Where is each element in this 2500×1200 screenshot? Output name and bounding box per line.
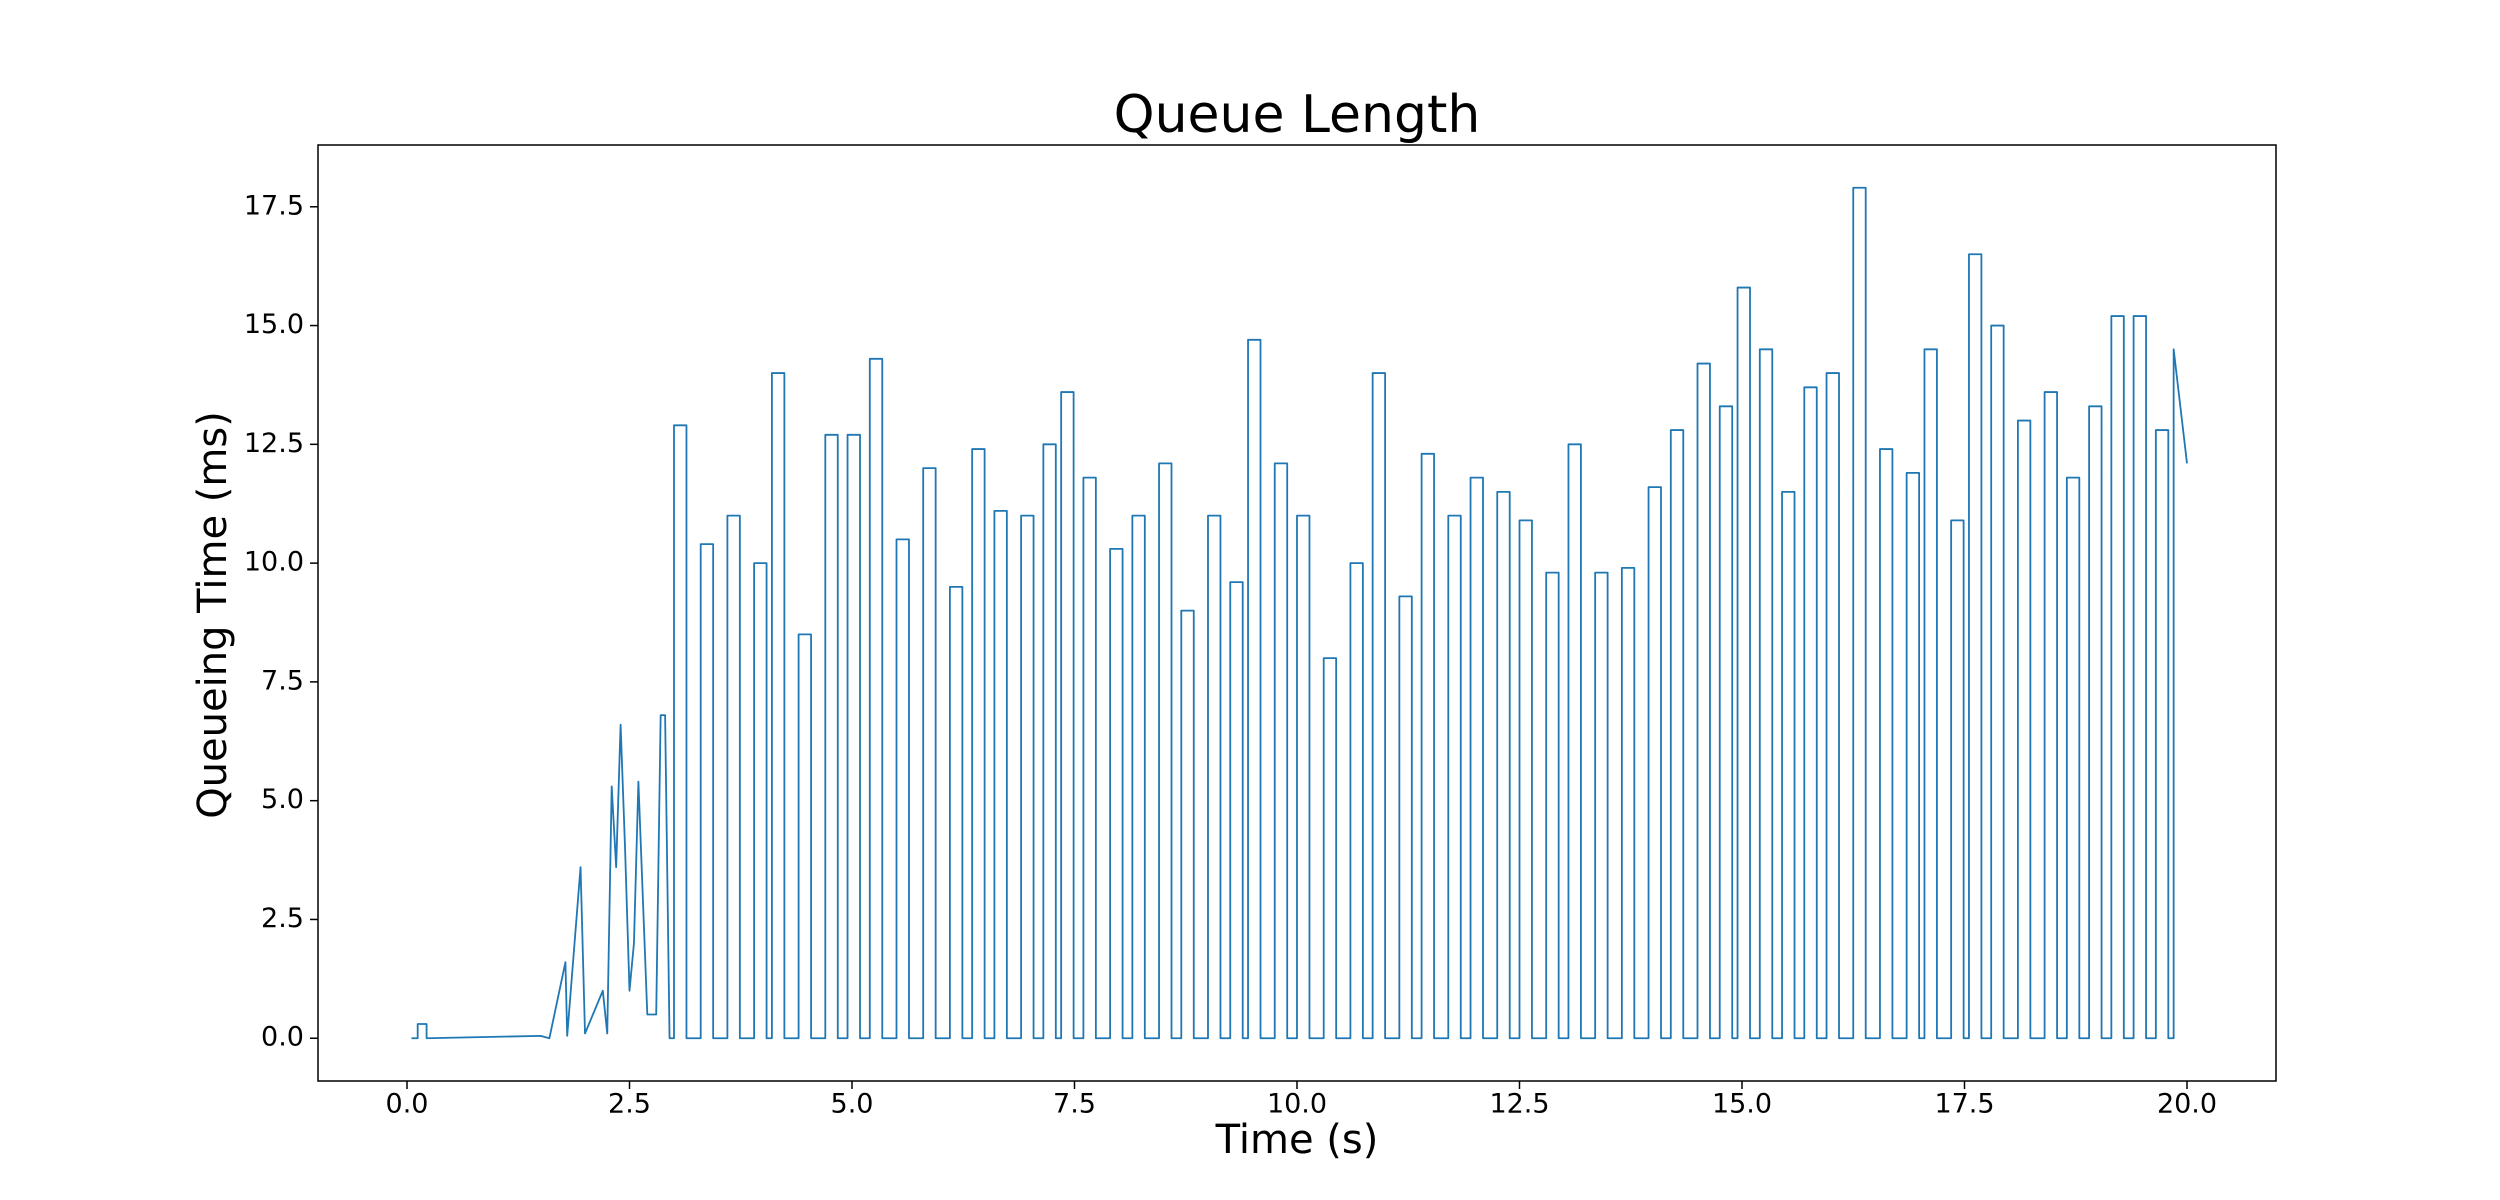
- chart-title: Queue Length: [1114, 85, 1481, 145]
- y-tick-label: 7.5: [261, 665, 304, 696]
- y-tick-label: 2.5: [261, 903, 304, 934]
- y-tick-label: 12.5: [244, 428, 304, 459]
- y-tick-label: 17.5: [244, 190, 304, 221]
- y-axis-label: Queueing Time (ms): [190, 411, 236, 819]
- y-tick-label: 5.0: [261, 784, 304, 815]
- data-line: [411, 186, 2188, 1040]
- x-tick-label: 12.5: [1489, 1089, 1549, 1120]
- x-tick-label: 7.5: [1053, 1089, 1096, 1120]
- x-tick-label: 17.5: [1934, 1089, 1994, 1120]
- x-tick-label: 5.0: [831, 1089, 874, 1120]
- x-tick-label: 15.0: [1712, 1089, 1772, 1120]
- y-tick-label: 0.0: [261, 1022, 304, 1053]
- x-tick-label: 0.0: [386, 1089, 429, 1120]
- x-tick-label: 2.5: [608, 1089, 651, 1120]
- y-tick-label: 15.0: [244, 309, 304, 340]
- plot-frame: [317, 144, 2277, 1082]
- y-tick-label: 10.0: [244, 547, 304, 578]
- x-tick-label: 10.0: [1267, 1089, 1327, 1120]
- x-axis-label: Time (s): [1215, 1117, 1379, 1163]
- x-tick-label: 20.0: [2157, 1089, 2217, 1120]
